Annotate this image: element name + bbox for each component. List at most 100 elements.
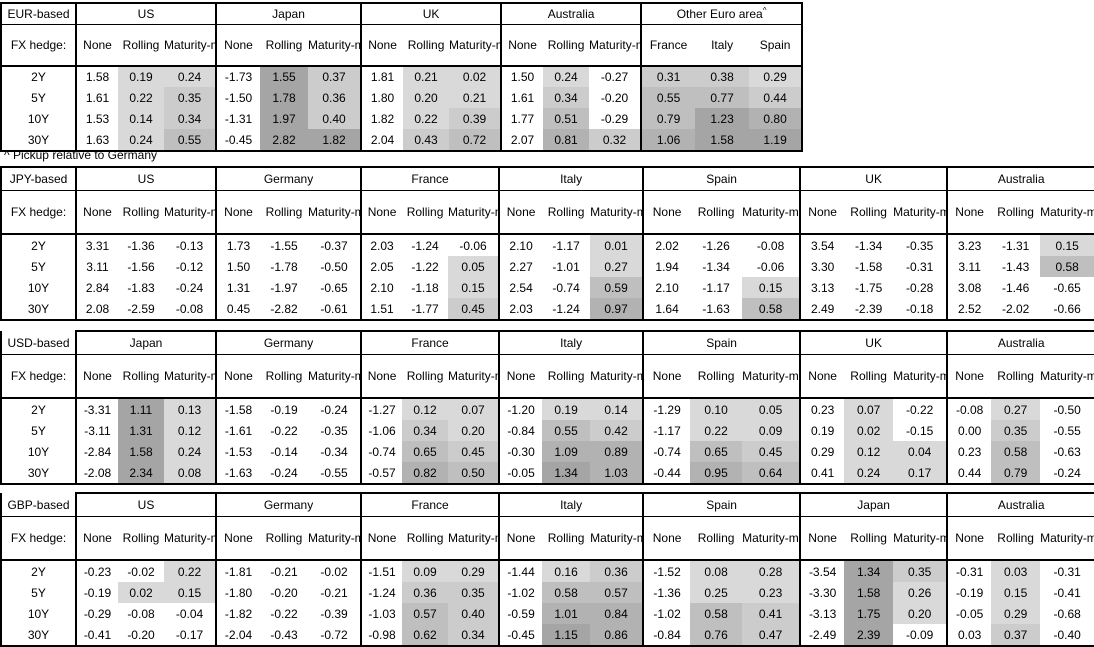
value-cell: -0.31 (893, 256, 948, 277)
value-cell: -0.06 (448, 234, 500, 256)
value-cell: 0.27 (590, 256, 644, 277)
value-cell: -3.54 (799, 560, 845, 582)
value-cell: 0.35 (893, 560, 948, 582)
value-cell: -1.17 (642, 420, 691, 441)
value-cell: 0.05 (742, 398, 801, 420)
value-cell: 0.64 (742, 462, 801, 485)
value-cell: 0.65 (402, 441, 449, 462)
value-cell: -0.68 (1040, 603, 1094, 624)
value-cell: 0.07 (448, 398, 500, 420)
value-cell: 0.41 (799, 462, 845, 485)
value-cell: 2.27 (498, 256, 543, 277)
value-cell: 0.12 (402, 398, 449, 420)
value-cell: -0.19 (75, 582, 118, 603)
tenor-label: 5Y (0, 420, 76, 441)
value-cell: -0.66 (1040, 298, 1094, 321)
value-cell: -1.75 (844, 277, 894, 298)
value-cell: -0.22 (260, 603, 309, 624)
value-cell: -0.04 (164, 603, 217, 624)
value-cell: 0.37 (308, 66, 362, 87)
value-cell: 0.24 (164, 66, 217, 87)
column-header: Maturity-matched (164, 24, 217, 67)
group-header-italy: Italy (498, 330, 644, 355)
column-header: Maturity-matched (893, 354, 948, 399)
value-cell: 1.64 (642, 298, 691, 321)
value-cell: 1.50 (500, 66, 544, 87)
group-header-germany: Germany (215, 166, 362, 191)
value-cell: -1.24 (542, 298, 591, 321)
value-cell: 1.31 (118, 420, 164, 441)
value-cell: -1.17 (542, 234, 591, 256)
column-header: None (75, 190, 118, 235)
column-header: Rolling (118, 190, 164, 235)
value-cell: -0.15 (893, 420, 948, 441)
value-cell: -0.35 (893, 234, 948, 256)
value-cell: -0.74 (542, 277, 591, 298)
group-header-australia: Australia (946, 492, 1094, 517)
value-cell: 0.20 (893, 603, 948, 624)
value-cell: -1.77 (402, 298, 449, 321)
value-cell: 2.34 (118, 462, 164, 485)
value-cell: -0.41 (1040, 582, 1094, 603)
value-cell: -1.83 (118, 277, 164, 298)
value-cell: -0.40 (1040, 624, 1094, 647)
value-cell: -1.24 (360, 582, 403, 603)
value-cell: 0.20 (448, 420, 500, 441)
value-cell: 0.07 (844, 398, 894, 420)
value-cell: 0.58 (742, 298, 801, 321)
value-cell: -0.84 (498, 420, 543, 441)
value-cell: -0.20 (118, 624, 164, 647)
value-cell: 0.29 (448, 560, 500, 582)
value-cell: -0.98 (360, 624, 403, 647)
value-cell: 0.50 (448, 462, 500, 485)
value-cell: 0.12 (844, 441, 894, 462)
value-cell: 3.54 (799, 234, 845, 256)
column-header: Rolling (542, 516, 591, 561)
value-cell: 0.57 (402, 603, 449, 624)
tenor-label: 2Y (0, 560, 76, 582)
column-header: Maturity-matched (589, 24, 642, 67)
value-cell: 0.04 (893, 441, 948, 462)
column-header: None (360, 354, 403, 399)
column-header: Rolling (118, 354, 164, 399)
value-cell: 0.05 (448, 256, 500, 277)
column-header: None (946, 354, 992, 399)
tenor-label: 10Y (0, 441, 76, 462)
value-cell: -3.13 (799, 603, 845, 624)
tenor-label: 2Y (0, 398, 76, 420)
value-cell: 0.62 (402, 624, 449, 647)
value-cell: 0.12 (164, 420, 217, 441)
value-cell: 0.08 (690, 560, 743, 582)
value-cell: 0.23 (742, 582, 801, 603)
value-cell: -1.43 (991, 256, 1041, 277)
value-cell: -0.34 (308, 441, 362, 462)
value-cell: 2.54 (498, 277, 543, 298)
value-cell: -0.17 (164, 624, 217, 647)
value-cell: -2.04 (215, 624, 261, 647)
value-cell: -0.08 (946, 398, 992, 420)
value-cell: -0.06 (742, 256, 801, 277)
value-cell: 1.53 (75, 108, 118, 129)
base-currency-label: GBP-based (0, 493, 76, 517)
value-cell: -1.56 (118, 256, 164, 277)
value-cell: 2.52 (946, 298, 992, 321)
value-cell: 0.44 (749, 87, 804, 108)
value-cell: 1.58 (75, 66, 118, 87)
column-header: Rolling (402, 516, 449, 561)
value-cell: 0.03 (946, 624, 992, 647)
value-cell: 1.55 (260, 66, 309, 87)
column-header: Rolling (991, 354, 1041, 399)
column-header: Rolling (991, 516, 1041, 561)
value-cell: -1.17 (690, 277, 743, 298)
value-cell: 0.20 (403, 87, 450, 108)
value-cell: 0.22 (690, 420, 743, 441)
value-cell: -0.21 (260, 560, 309, 582)
value-cell: -0.29 (589, 108, 642, 129)
value-cell: -1.53 (215, 441, 261, 462)
value-cell: -0.63 (1040, 441, 1094, 462)
value-cell: 1.03 (590, 462, 644, 485)
table-row: 2Y 1.58 0.19 0.24 -1.73 1.55 0.37 1.81 0.21 0.02 1… (0, 66, 804, 87)
value-cell: 0.72 (449, 129, 502, 152)
table-row: 30Y -2.08 2.34 0.08 -1.63 -0.24 -0.55 -0.57 0.82… (0, 462, 1094, 485)
value-cell: 0.79 (640, 108, 696, 129)
